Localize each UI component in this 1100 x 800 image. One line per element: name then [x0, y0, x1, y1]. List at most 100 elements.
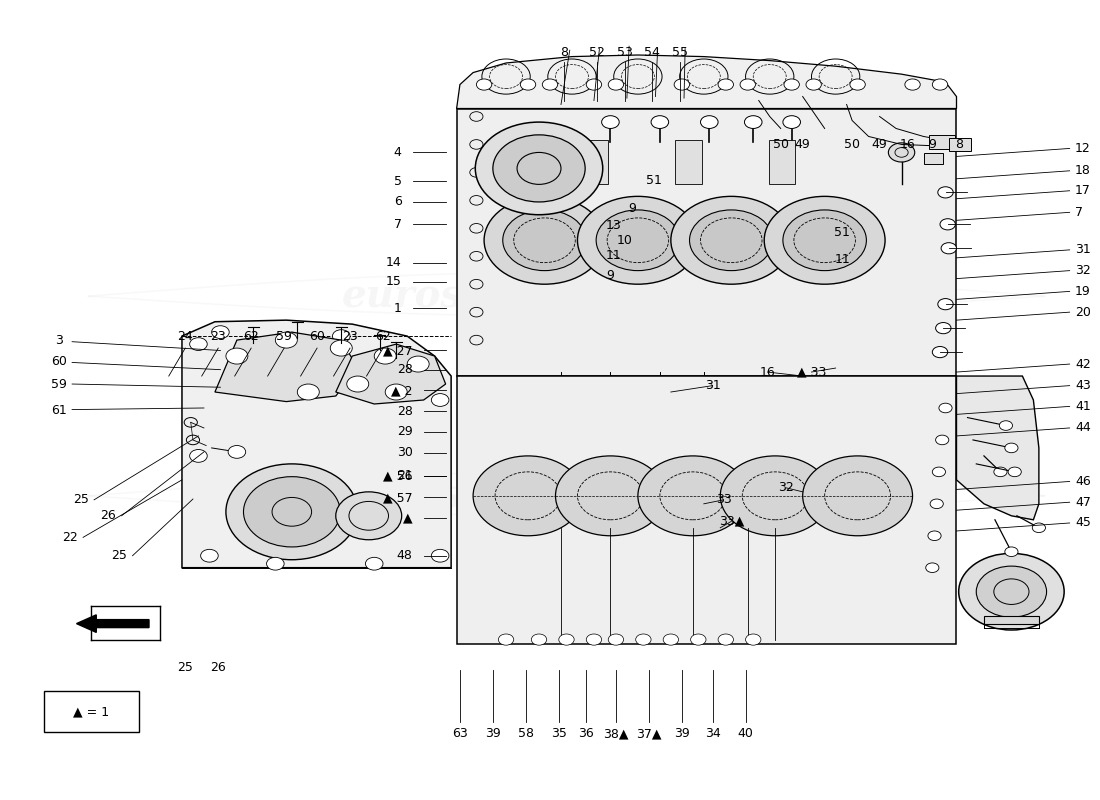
Text: 25: 25	[73, 494, 89, 506]
Circle shape	[608, 79, 624, 90]
Circle shape	[602, 116, 619, 129]
Text: 39: 39	[485, 727, 501, 740]
Text: 11: 11	[606, 249, 621, 262]
Circle shape	[690, 210, 773, 270]
Text: 47: 47	[1075, 496, 1091, 509]
Text: 26: 26	[100, 510, 117, 522]
Circle shape	[806, 79, 822, 90]
Text: 4: 4	[394, 146, 402, 159]
Text: 29: 29	[397, 426, 412, 438]
Text: 16: 16	[899, 138, 915, 151]
Circle shape	[1004, 443, 1018, 453]
Text: 14: 14	[386, 256, 402, 269]
Text: 46: 46	[1075, 475, 1091, 488]
Circle shape	[332, 330, 350, 342]
Circle shape	[746, 634, 761, 645]
Polygon shape	[456, 55, 957, 109]
Circle shape	[697, 405, 711, 414]
Circle shape	[559, 634, 574, 645]
Text: 49: 49	[871, 138, 888, 151]
Text: 17: 17	[1075, 184, 1091, 198]
Circle shape	[586, 634, 602, 645]
Circle shape	[484, 196, 605, 284]
Circle shape	[556, 456, 666, 536]
Text: 49: 49	[795, 138, 811, 151]
Text: 5: 5	[394, 174, 402, 188]
Text: 60: 60	[309, 330, 324, 342]
Text: 28: 28	[397, 405, 412, 418]
Circle shape	[784, 79, 800, 90]
Circle shape	[933, 346, 948, 358]
Text: 10: 10	[617, 234, 632, 246]
Text: ▲ 56: ▲ 56	[383, 470, 412, 482]
Circle shape	[542, 79, 558, 90]
Circle shape	[959, 554, 1064, 630]
Text: 23: 23	[210, 330, 227, 342]
Circle shape	[578, 196, 698, 284]
Polygon shape	[182, 320, 451, 568]
Circle shape	[374, 348, 396, 364]
Text: 26: 26	[210, 661, 227, 674]
Text: 51: 51	[834, 226, 850, 238]
Circle shape	[604, 405, 617, 414]
Polygon shape	[456, 109, 957, 376]
Circle shape	[993, 467, 1007, 477]
Circle shape	[554, 405, 568, 414]
Text: 37▲: 37▲	[636, 727, 661, 740]
Circle shape	[1032, 523, 1045, 533]
Text: eurospares: eurospares	[342, 477, 583, 515]
Text: 19: 19	[1075, 285, 1091, 298]
Text: 38▲: 38▲	[603, 727, 629, 740]
Circle shape	[226, 464, 358, 560]
Text: 7: 7	[1075, 206, 1084, 219]
Text: ▲ = 1: ▲ = 1	[74, 705, 109, 718]
Text: 45: 45	[1075, 517, 1091, 530]
Text: 63: 63	[452, 727, 468, 740]
Text: 20: 20	[1075, 306, 1091, 318]
Text: 30: 30	[397, 446, 412, 459]
Polygon shape	[456, 376, 957, 643]
Text: 48: 48	[397, 550, 412, 562]
Bar	[930, 135, 956, 150]
Text: 50: 50	[844, 138, 860, 151]
Circle shape	[928, 531, 942, 541]
Circle shape	[939, 403, 953, 413]
Text: 6: 6	[394, 195, 402, 209]
Bar	[769, 141, 795, 184]
Circle shape	[636, 634, 651, 645]
Circle shape	[473, 456, 583, 536]
Circle shape	[498, 634, 514, 645]
Text: 34: 34	[705, 727, 720, 740]
Text: 41: 41	[1075, 400, 1091, 413]
Text: 55: 55	[672, 46, 688, 59]
Circle shape	[933, 467, 946, 477]
Circle shape	[275, 332, 297, 348]
Text: 7: 7	[394, 218, 402, 231]
Circle shape	[745, 116, 762, 129]
Circle shape	[936, 322, 952, 334]
Text: 8: 8	[560, 46, 569, 59]
Circle shape	[385, 384, 407, 400]
Circle shape	[346, 376, 368, 392]
Circle shape	[493, 135, 585, 202]
Circle shape	[503, 210, 586, 270]
Text: 32: 32	[1075, 264, 1091, 277]
Text: 3: 3	[55, 334, 63, 346]
Text: 44: 44	[1075, 422, 1091, 434]
Circle shape	[1004, 547, 1018, 557]
Text: ▲ 33: ▲ 33	[796, 366, 826, 378]
Polygon shape	[336, 344, 446, 404]
Text: 24: 24	[177, 330, 194, 342]
Text: 43: 43	[1075, 379, 1091, 392]
Polygon shape	[984, 616, 1038, 624]
Circle shape	[926, 563, 939, 573]
Circle shape	[718, 634, 734, 645]
Circle shape	[674, 79, 690, 90]
Text: 33: 33	[716, 494, 732, 506]
Circle shape	[228, 446, 245, 458]
Text: 53: 53	[617, 46, 632, 59]
Circle shape	[663, 634, 679, 645]
Circle shape	[200, 550, 218, 562]
Text: 40: 40	[738, 727, 754, 740]
Circle shape	[931, 499, 944, 509]
